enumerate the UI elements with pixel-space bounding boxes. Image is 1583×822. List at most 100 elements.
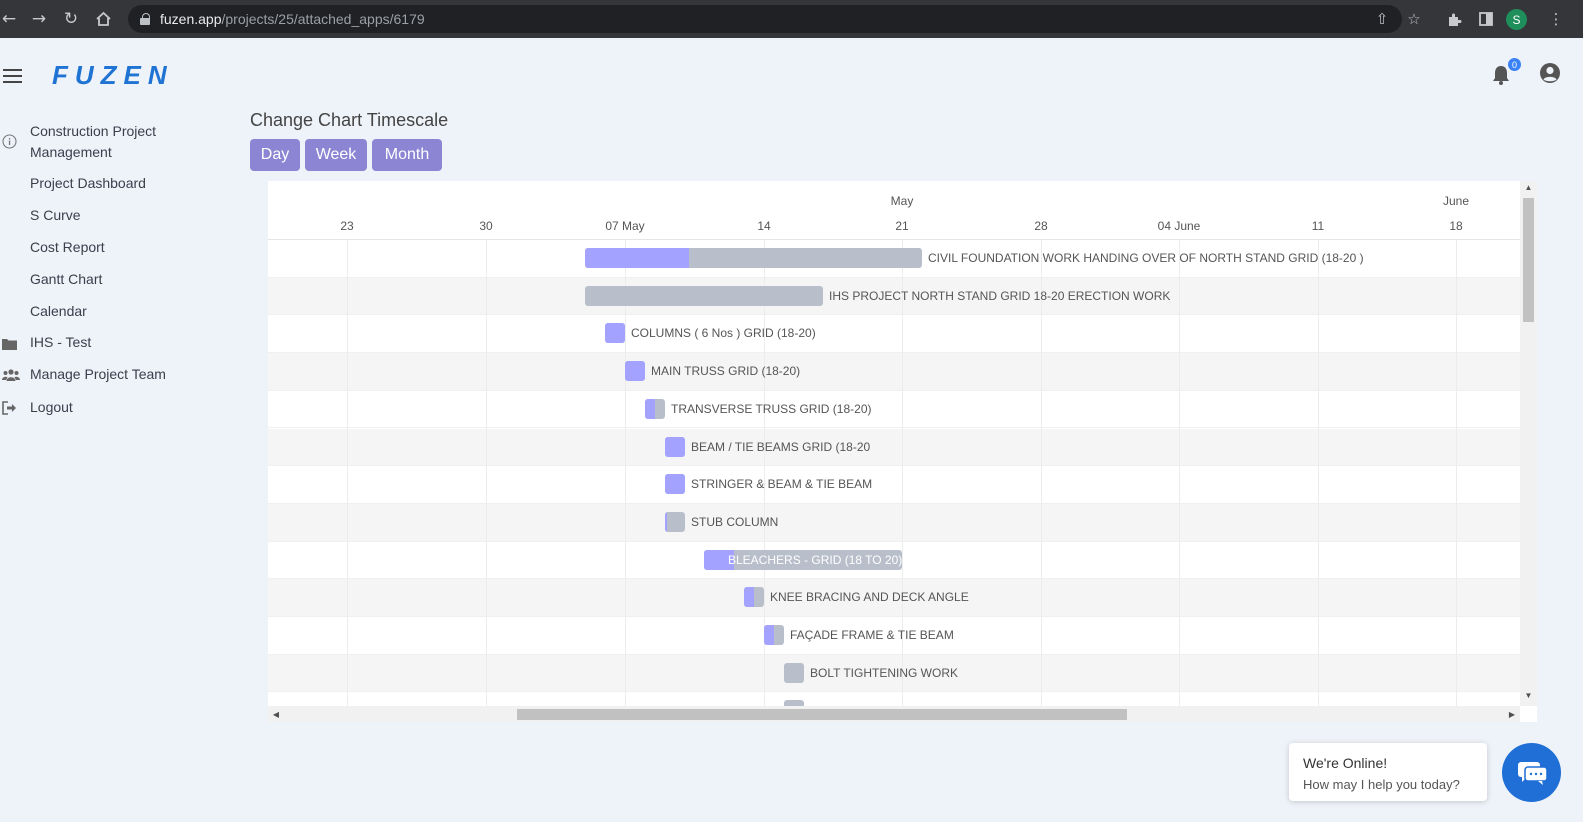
gantt-row <box>268 692 1520 706</box>
gantt-row <box>268 391 1520 429</box>
grid-line <box>1179 240 1180 706</box>
task-bar[interactable] <box>665 436 685 457</box>
lower-timescale-label: 07 May <box>605 219 645 233</box>
lower-timescale-label: 28 <box>1034 219 1048 233</box>
gantt-row <box>268 503 1520 542</box>
bell-icon[interactable] <box>1491 64 1513 86</box>
gantt-row <box>268 315 1520 354</box>
bookmark-star-icon[interactable]: ☆ <box>1407 10 1421 28</box>
side-panel-icon[interactable] <box>1472 0 1500 38</box>
url-path: /projects/25/attached_apps/6179 <box>221 11 425 27</box>
task-bar[interactable] <box>744 587 764 608</box>
browser-menu-icon[interactable]: ⋮ <box>1548 10 1564 28</box>
task-bar[interactable] <box>625 361 645 382</box>
sidebar-item-label: Logout <box>30 399 73 415</box>
task-label: MAIN TRUSS GRID (18-20) <box>651 364 801 379</box>
menu-icon[interactable] <box>3 69 22 83</box>
notification-badge: 0 <box>1508 58 1521 71</box>
reload-icon[interactable]: ↻ <box>63 9 79 29</box>
sidebar-item-label: Gantt Chart <box>30 271 103 287</box>
browser-toolbar: ← → ↻ fuzen.app/projects/25/attached_app… <box>0 0 1583 38</box>
task-progress <box>585 248 690 268</box>
scroll-left-icon[interactable]: ◀ <box>272 709 280 719</box>
horizontal-scrollbar[interactable]: ◀ ▶ <box>268 706 1520 722</box>
lower-timescale-label: 23 <box>340 219 354 233</box>
task-label: STUB COLUMN <box>691 514 779 529</box>
folder-icon <box>2 335 18 351</box>
task-bar[interactable] <box>605 323 625 344</box>
task-bar[interactable] <box>665 511 685 532</box>
lower-timescale-label: 18 <box>1449 219 1463 233</box>
task-progress <box>625 361 645 382</box>
task-bar[interactable] <box>764 625 784 645</box>
task-bar[interactable] <box>645 398 665 419</box>
task-label: BEAM / TIE BEAMS GRID (18-20 <box>691 439 871 454</box>
home-icon[interactable] <box>88 0 118 38</box>
user-account-icon[interactable] <box>1539 62 1561 84</box>
scroll-down-icon[interactable]: ▼ <box>1524 690 1533 700</box>
task-bar[interactable] <box>784 662 804 683</box>
sidebar-item-label: Construction Project Management <box>30 123 157 160</box>
sidebar-item-label: Manage Project Team <box>30 366 166 382</box>
sidebar-item-label: Cost Report <box>30 239 105 255</box>
grid-line <box>1456 240 1457 706</box>
grid-line <box>1041 240 1042 706</box>
grid-line <box>902 240 903 706</box>
task-label: TRANSVERSE TRUSS GRID (18-20) <box>671 401 872 416</box>
task-bar[interactable] <box>704 549 902 570</box>
task-label: BLEACHERS - GRID (18 TO 20) <box>728 552 903 567</box>
app-logo[interactable]: FUZEN <box>52 60 174 90</box>
chat-greeting[interactable]: We're Online! How may I help you today? <box>1289 743 1487 801</box>
upper-timescale-label: June <box>1442 194 1470 208</box>
sidebar-item-label: IHS - Test <box>30 334 92 350</box>
lower-timescale-label: 21 <box>895 219 909 233</box>
lower-timescale-label: 30 <box>479 219 493 233</box>
gantt-row <box>268 542 1520 580</box>
chat-subtitle: How may I help you today? <box>1303 777 1460 792</box>
task-bar[interactable] <box>665 474 685 495</box>
task-label: CIVIL FOUNDATION WORK HANDING OVER OF NO… <box>928 251 1364 265</box>
forward-icon[interactable]: → <box>31 9 47 29</box>
horizontal-scroll-thumb[interactable] <box>517 709 1127 720</box>
lock-icon <box>140 13 150 25</box>
task-progress <box>645 398 655 419</box>
logout-icon <box>2 400 18 416</box>
gantt-row <box>268 579 1520 617</box>
grid-line <box>347 240 348 706</box>
grid-line <box>625 240 626 706</box>
task-bar[interactable] <box>585 248 922 268</box>
url-domain: fuzen.app <box>160 11 222 27</box>
task-bar[interactable] <box>784 700 804 706</box>
task-progress <box>764 625 774 645</box>
timescale-day-button[interactable]: Day <box>250 139 300 171</box>
gantt-row <box>268 277 1520 316</box>
chat-launcher-button[interactable] <box>1502 743 1561 802</box>
timescale-month-button[interactable]: Month <box>372 139 442 171</box>
back-icon[interactable]: ← <box>1 9 17 29</box>
task-bar[interactable] <box>585 285 823 306</box>
grid-line <box>486 240 487 706</box>
timescale-week-button[interactable]: Week <box>305 139 367 171</box>
task-label: KNEE BRACING AND DECK ANGLE <box>770 590 969 605</box>
task-label: FAÇADE FRAME & TIE BEAM <box>790 628 954 642</box>
scroll-up-icon[interactable]: ▲ <box>1524 182 1533 192</box>
task-progress <box>665 474 685 495</box>
task-progress <box>605 323 625 344</box>
profile-avatar[interactable]: S <box>1506 9 1527 30</box>
gantt-row <box>268 617 1520 655</box>
extensions-icon[interactable] <box>1440 0 1468 38</box>
gantt-rows: CIVIL FOUNDATION WORK HANDING OVER OF NO… <box>268 240 1520 706</box>
timescale-title: Change Chart Timescale <box>250 110 449 130</box>
scroll-right-icon[interactable]: ▶ <box>1508 709 1516 719</box>
vertical-scroll-thumb[interactable] <box>1523 198 1534 322</box>
address-bar[interactable]: fuzen.app/projects/25/attached_apps/6179 <box>128 5 1402 33</box>
task-progress <box>704 549 734 570</box>
lower-timescale-label: 14 <box>757 219 771 233</box>
vertical-scrollbar[interactable]: ▲ ▼ <box>1520 181 1537 706</box>
task-label: COLUMNS ( 6 Nos ) GRID (18-20) <box>631 326 816 341</box>
share-icon[interactable]: ⇧ <box>1375 10 1389 28</box>
gantt-header: May June 23 30 07 May 14 21 28 04 June 1… <box>268 181 1520 240</box>
grid-line <box>1318 240 1319 706</box>
upper-timescale-label: May <box>890 194 914 208</box>
task-progress <box>744 587 754 608</box>
